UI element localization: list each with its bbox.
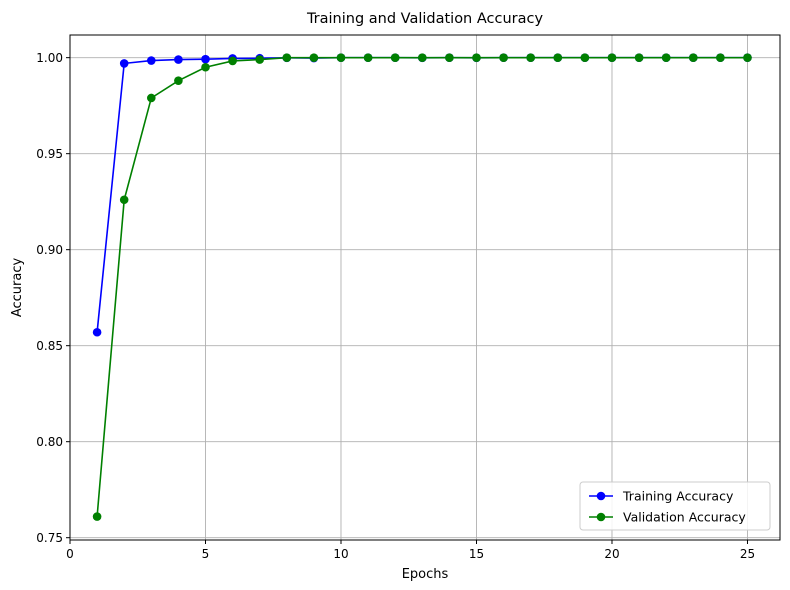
y-tick-label: 0.80 — [36, 435, 63, 449]
y-tick-label: 0.85 — [36, 339, 63, 353]
y-tick-label: 0.90 — [36, 243, 63, 257]
validation-accuracy-point — [336, 53, 346, 62]
chart-title: Training and Validation Accuracy — [306, 11, 544, 27]
x-tick-label: 5 — [202, 547, 210, 561]
x-tick-label: 15 — [469, 547, 484, 561]
x-tick-label: 0 — [66, 547, 74, 561]
training-accuracy-point — [201, 54, 210, 64]
validation-accuracy-point — [92, 512, 102, 521]
validation-accuracy-point — [716, 53, 725, 62]
x-tick-label: 20 — [604, 547, 619, 561]
validation-accuracy-point — [607, 53, 617, 62]
validation-accuracy-point — [146, 93, 156, 103]
legend-box — [579, 481, 771, 531]
validation-accuracy-point — [526, 53, 535, 62]
training-accuracy-point — [119, 59, 129, 68]
training-accuracy-legend-label: Training Accuracy — [622, 489, 734, 504]
y-axis-label: Accuracy — [10, 258, 25, 318]
validation-accuracy-legend-marker — [596, 512, 606, 522]
validation-accuracy-point — [201, 62, 210, 72]
validation-accuracy-point — [119, 195, 129, 205]
validation-accuracy-legend-label: Validation Accuracy — [623, 510, 746, 525]
validation-accuracy-point — [363, 53, 373, 62]
training-accuracy-legend-marker — [596, 491, 606, 501]
validation-accuracy-point — [282, 53, 292, 62]
validation-accuracy-point — [445, 53, 454, 62]
training-accuracy-point — [146, 56, 156, 65]
validation-accuracy-point — [309, 53, 319, 62]
ticks: 0 5 10 15 20 25 0.75 0.80 0.85 0.90 0.95 1.00 — [36, 51, 755, 561]
series-layer — [92, 53, 752, 521]
y-tick-label: 1.00 — [36, 51, 63, 65]
x-tick-label: 25 — [740, 547, 755, 561]
validation-accuracy-point — [743, 53, 752, 62]
validation-accuracy-point — [553, 53, 563, 62]
validation-accuracy-point — [661, 53, 671, 62]
validation-accuracy-point — [174, 76, 183, 85]
validation-accuracy-point — [499, 53, 508, 62]
plot-area: 0 5 10 15 20 25 0.75 0.80 0.85 0.90 0.95 1.00 — [36, 34, 781, 561]
validation-accuracy-point — [390, 53, 400, 62]
x-axis-label: Epochs — [402, 567, 449, 582]
validation-accuracy-point — [634, 53, 644, 62]
training-accuracy-point — [92, 327, 102, 337]
y-tick-label: 0.95 — [36, 147, 63, 161]
validation-accuracy-point — [228, 56, 237, 66]
validation-accuracy-point — [255, 55, 264, 64]
validation-accuracy-point — [580, 53, 590, 62]
training-accuracy-point — [174, 55, 183, 64]
y-tick-label: 0.75 — [36, 531, 63, 545]
axes-frame — [69, 34, 781, 541]
legend: Training Accuracy Validation Accuracy — [579, 481, 771, 531]
validation-accuracy-point — [472, 53, 481, 62]
axes-background — [70, 35, 780, 540]
validation-accuracy-point — [688, 53, 698, 62]
validation-accuracy-point — [417, 53, 427, 62]
x-tick-label: 10 — [333, 547, 348, 561]
